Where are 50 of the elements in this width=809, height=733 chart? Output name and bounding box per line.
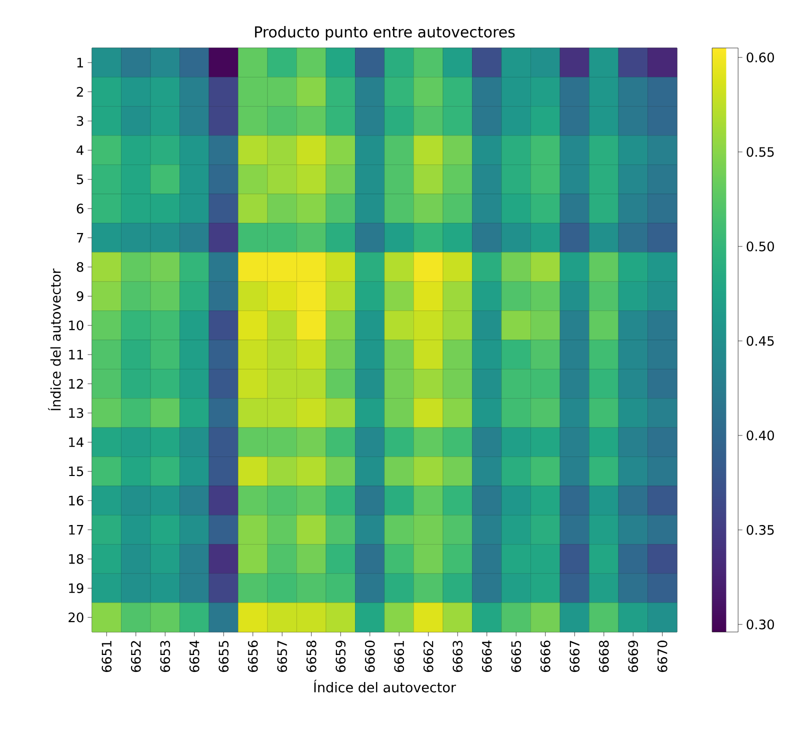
x-tick-label: 6653 <box>160 640 170 672</box>
y-tick-label: 16 <box>69 496 84 506</box>
y-tick-label: 18 <box>69 554 84 564</box>
x-tick-label: 6655 <box>218 640 229 672</box>
x-tick-label: 6651 <box>102 641 112 672</box>
y-tick-label: 3 <box>76 116 84 126</box>
color-bar-label: 0.50 <box>746 242 774 252</box>
x-tick-label: 6664 <box>482 640 492 672</box>
y-tick-label: 15 <box>69 466 84 476</box>
y-tick-label: 8 <box>76 262 84 272</box>
color-bar-label: 0.55 <box>746 147 774 157</box>
y-tick-label: 1 <box>77 58 84 68</box>
y-tick-label: 4 <box>76 145 84 155</box>
x-tick-label: 6656 <box>248 640 258 672</box>
color-bar-label: 0.45 <box>746 336 774 346</box>
x-tick-label: 6657 <box>277 640 288 672</box>
color-bar-label: 0.35 <box>746 525 774 535</box>
x-tick-label: 6654 <box>189 640 200 672</box>
y-tick-label: 6 <box>76 204 84 214</box>
x-tick-label: 6658 <box>306 640 316 672</box>
x-tick-label: 6669 <box>628 640 638 672</box>
y-tick-label: 10 <box>69 320 84 330</box>
x-tick-label: 6665 <box>511 640 522 672</box>
x-tick-label: 6660 <box>364 640 375 672</box>
y-tick-label: 5 <box>76 174 84 184</box>
y-tick-label: 19 <box>69 583 84 594</box>
x-tick-label: 6667 <box>570 640 580 672</box>
y-tick-label: 14 <box>69 437 84 447</box>
x-tick-label: 6666 <box>540 640 550 672</box>
y-tick-label: 20 <box>68 612 84 622</box>
y-tick-label: 7 <box>77 233 84 243</box>
chart-title: Producto punto entre autovectores <box>255 26 515 40</box>
color-bar-label: 0.30 <box>746 620 774 630</box>
x-tick-label: 6668 <box>598 640 609 672</box>
color-bar-label: 0.60 <box>746 52 774 62</box>
x-tick-label: 6661 <box>394 641 404 672</box>
x-tick-label: 6670 <box>657 640 668 672</box>
x-tick-label: 6659 <box>336 640 346 672</box>
y-tick-label: 13 <box>69 408 84 418</box>
y-tick-label: 9 <box>76 291 84 302</box>
x-tick-label: 6652 <box>130 641 141 672</box>
x-axis-title: Índice del autovector <box>314 680 456 692</box>
color-bar-label: 0.40 <box>746 430 774 440</box>
y-tick-label: 2 <box>76 86 83 97</box>
y-axis-title: Índice del autovector <box>48 268 61 410</box>
x-tick-label: 6663 <box>452 640 463 672</box>
x-tick-label: 6662 <box>423 641 434 672</box>
y-tick-label: 12 <box>69 378 83 389</box>
y-tick-label: 11 <box>69 350 84 360</box>
y-tick-label: 17 <box>69 525 84 535</box>
